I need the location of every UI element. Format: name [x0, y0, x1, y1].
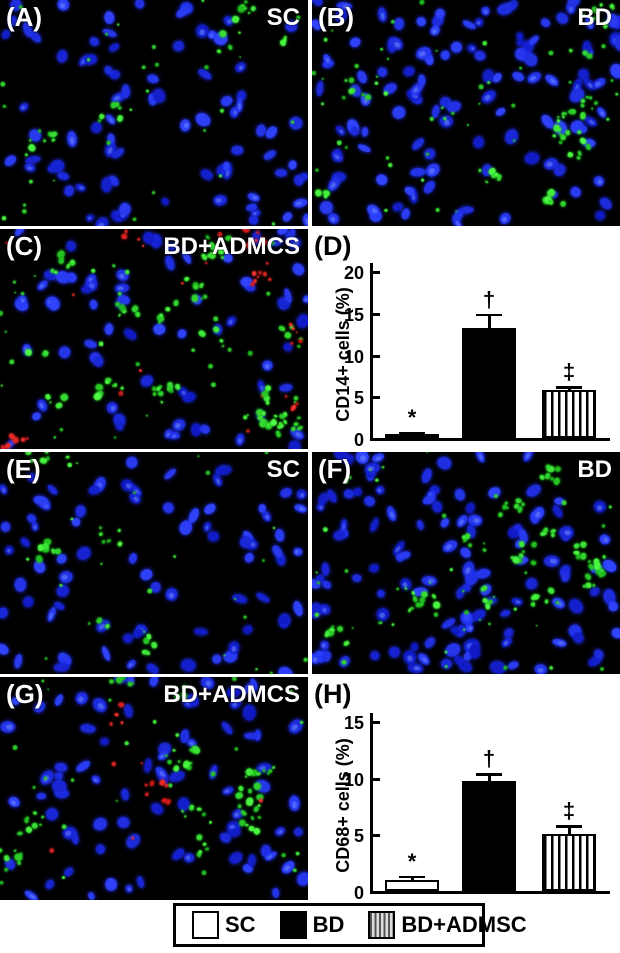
y-tick-label: 15 — [343, 304, 364, 325]
panel-a-micrograph: (A) SC — [0, 0, 308, 226]
error-bar-cap — [476, 773, 502, 776]
legend-item-bd-admsc: BD+ADMSC — [368, 911, 527, 939]
fluorescence-image-b — [312, 0, 620, 226]
fluorescence-image-e — [0, 452, 308, 674]
panel-f-condition: BD — [577, 456, 612, 483]
error-bar-cap — [399, 432, 425, 435]
y-tick — [373, 354, 380, 358]
fluorescence-image-c — [0, 229, 308, 449]
fluorescence-image-a — [0, 0, 308, 226]
significance-symbol: † — [482, 746, 496, 772]
significance-symbol: * — [407, 405, 417, 431]
panel-h-bar-chart: (H) CD68+ cells (%) 0 5 10 15 * † ‡ — [312, 677, 620, 900]
y-tick — [373, 721, 380, 724]
legend-item-sc: SC — [192, 911, 256, 939]
y-tick-label: 20 — [343, 263, 364, 283]
error-bar-line — [568, 825, 571, 835]
bar-BD+ADMSC — [542, 834, 596, 891]
y-tick-label: 5 — [353, 826, 364, 847]
bar-SC — [385, 879, 439, 891]
panel-h-y-axis-title: CD68+ cells (%) — [332, 738, 353, 873]
panel-c-micrograph: (C) BD+ADMCS — [0, 229, 308, 449]
error-bar-line — [488, 313, 491, 328]
error-bar-cap — [476, 313, 502, 317]
legend-box: SC BD BD+ADMSC — [173, 903, 527, 947]
y-tick — [373, 834, 380, 838]
panel-f-label: (F) — [318, 454, 352, 484]
y-tick-label: 10 — [343, 769, 364, 790]
panel-b-label: (B) — [318, 2, 355, 32]
legend-item-bd: BD — [279, 911, 345, 939]
y-tick — [373, 396, 380, 400]
fluorescence-image-g — [0, 677, 308, 900]
legend-strip: SC BD BD+ADMSC — [0, 900, 620, 953]
panel-f-micrograph: (F) BD — [312, 452, 620, 674]
significance-symbol: † — [482, 286, 496, 312]
x-axis-line — [370, 891, 610, 894]
panel-h-label: (H) — [314, 679, 352, 709]
legend-swatch-solid — [279, 911, 307, 939]
panel-a-label: (A) — [6, 2, 43, 32]
panel-e-label: (E) — [6, 454, 41, 484]
panel-b-condition: BD — [577, 4, 612, 31]
y-axis-line — [370, 263, 373, 441]
y-tick-label: 10 — [343, 346, 364, 367]
error-bar-line — [488, 773, 491, 782]
panel-d-bar-chart: (D) CD14+ cells (%) 0 5 10 15 20 * † ‡ — [312, 229, 620, 449]
panel-a-condition: SC — [266, 4, 300, 31]
y-tick — [373, 312, 380, 316]
y-tick — [373, 777, 380, 781]
bar-SC — [385, 433, 439, 438]
legend-label-bd: BD — [312, 912, 345, 937]
bar-BD — [462, 327, 516, 438]
panel-g-label: (G) — [6, 679, 44, 709]
panel-b-micrograph: (B) BD — [312, 0, 620, 226]
panel-g-micrograph: (G) BD+ADMCS — [0, 677, 308, 900]
panel-c-label: (C) — [6, 231, 43, 261]
legend-label-bd-admsc: BD+ADMSC — [401, 912, 527, 937]
bar-BD+ADMSC — [542, 390, 596, 438]
bar-BD — [462, 781, 516, 891]
error-bar-cap — [556, 386, 582, 389]
significance-symbol: * — [407, 848, 417, 874]
panel-e-micrograph: (E) SC — [0, 452, 308, 674]
y-axis-line — [370, 713, 373, 894]
y-tick — [373, 891, 380, 894]
legend-label-sc: SC — [225, 912, 256, 937]
y-tick — [373, 438, 380, 441]
error-bar-cap — [399, 875, 425, 879]
y-tick-label: 5 — [353, 388, 364, 409]
y-tick — [373, 271, 380, 274]
x-axis-line — [370, 438, 610, 441]
y-tick-label: 0 — [353, 430, 364, 449]
significance-symbol: ‡ — [562, 798, 576, 824]
significance-symbol: ‡ — [562, 359, 576, 385]
panel-e-condition: SC — [266, 456, 300, 483]
legend-swatch-open — [192, 911, 219, 939]
panel-d-label: (D) — [314, 231, 352, 261]
panel-c-condition: BD+ADMCS — [163, 233, 300, 260]
legend-swatch-striped — [368, 911, 396, 939]
error-bar-cap — [556, 825, 582, 828]
panel-g-condition: BD+ADMCS — [163, 681, 300, 708]
y-tick-label: 15 — [343, 713, 364, 733]
y-tick-label: 0 — [353, 883, 364, 900]
fluorescence-image-f — [312, 452, 620, 674]
